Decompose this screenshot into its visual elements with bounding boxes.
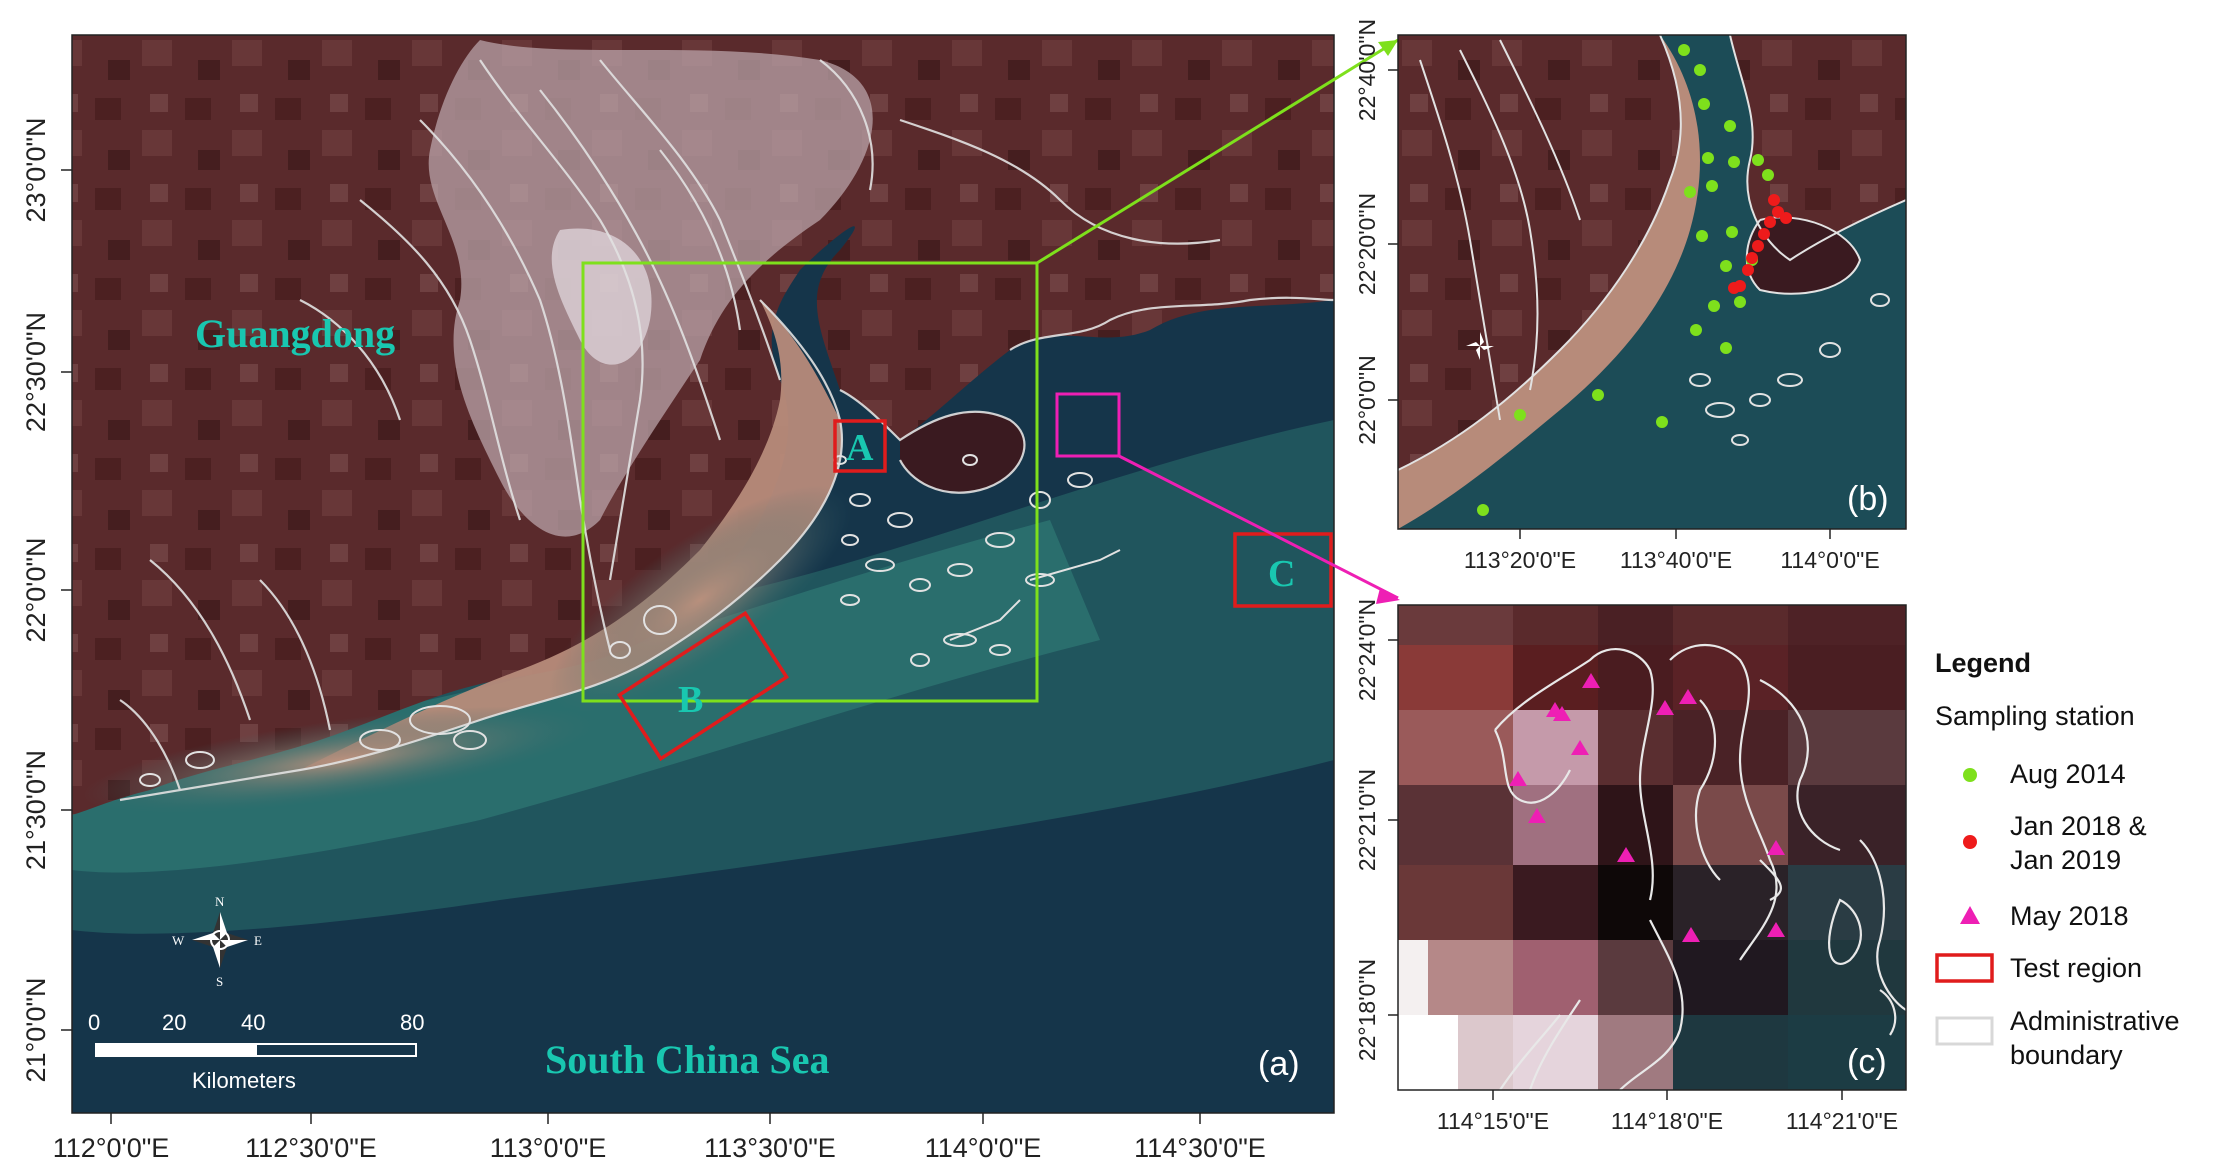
legend-boundary-symbol	[1935, 1016, 1994, 1046]
inset-frame-b	[581, 261, 1039, 703]
panel-a-letter: (a)	[1258, 1045, 1300, 1083]
panel-b-letter: (b)	[1847, 480, 1889, 518]
legend-may-2018-label: May 2018	[2010, 901, 2129, 931]
panel-c-letter: (c)	[1847, 1043, 1887, 1081]
svg-text:20: 20	[162, 1010, 186, 1035]
svg-text:C: C	[1268, 553, 1295, 595]
legend-test-region-symbol	[1935, 953, 1994, 983]
zoom-frame-c	[1055, 392, 1121, 458]
may-2018-stations	[1509, 673, 1785, 942]
guangdong-label: Guangdong	[195, 311, 395, 356]
svg-text:A: A	[846, 427, 874, 469]
svg-text:22°0'0"N: 22°0'0"N	[1354, 355, 1380, 445]
panel-c-x-axis: 114°15'0"E 114°18'0"E 114°21'0"E	[1437, 1090, 1898, 1134]
legend-title: Legend	[1935, 648, 2031, 678]
svg-text:114°21'0"E: 114°21'0"E	[1786, 1108, 1898, 1134]
svg-text:114°0'0"E: 114°0'0"E	[925, 1133, 1042, 1163]
panel-b-compass-icon	[1466, 332, 1494, 360]
svg-text:0: 0	[88, 1010, 100, 1035]
svg-text:113°20'0"E: 113°20'0"E	[1464, 547, 1576, 573]
north-arrow-icon: N S E W	[172, 894, 262, 989]
test-region-c: C	[1233, 532, 1333, 608]
pixel-grid	[1398, 605, 1906, 1090]
connector-line-b	[1036, 38, 1399, 265]
svg-text:21°0'0"N: 21°0'0"N	[21, 977, 51, 1082]
legend-aug-2014-symbol	[1963, 768, 1977, 782]
svg-text:21°30'0"N: 21°30'0"N	[21, 750, 51, 870]
svg-text:113°0'0"E: 113°0'0"E	[490, 1133, 607, 1163]
panel-b-inset-map: (b)	[1398, 35, 1906, 529]
scale-bar: 0 20 40 80 Kilometers	[88, 1010, 424, 1093]
test-region-b: B	[616, 610, 790, 762]
svg-text:80: 80	[400, 1010, 424, 1035]
legend-jan-label-1: Jan 2018 &	[2010, 811, 2147, 841]
svg-text:22°20'0"N: 22°20'0"N	[1354, 193, 1380, 295]
legend-may-2018-symbol	[1960, 906, 1980, 924]
svg-text:W: W	[172, 933, 185, 948]
islands	[139, 454, 1121, 787]
test-region-a: A	[833, 419, 887, 473]
svg-text:22°21'0"N: 22°21'0"N	[1354, 769, 1380, 871]
urban-area	[428, 40, 873, 537]
jan-2018-2019-stations	[1728, 194, 1792, 294]
south-china-sea-label: South China Sea	[545, 1037, 830, 1082]
panel-b-x-axis: 113°20'0"E 113°40'0"E 114°0'0"E	[1464, 529, 1880, 573]
svg-text:114°15'0"E: 114°15'0"E	[1437, 1108, 1549, 1134]
connector-line-c	[1118, 454, 1399, 600]
svg-text:114°30'0"E: 114°30'0"E	[1134, 1133, 1266, 1163]
legend-boundary-label-2: boundary	[2010, 1040, 2123, 1070]
svg-text:Kilometers: Kilometers	[192, 1068, 296, 1093]
svg-text:113°30'0"E: 113°30'0"E	[704, 1133, 836, 1163]
panel-a-x-axis: 112°0'0"E 112°30'0"E 113°0'0"E 113°30'0"…	[53, 1113, 1266, 1163]
svg-text:112°0'0"E: 112°0'0"E	[53, 1133, 170, 1163]
svg-text:22°0'0"N: 22°0'0"N	[21, 537, 51, 642]
svg-text:B: B	[678, 679, 703, 721]
svg-text:114°18'0"E: 114°18'0"E	[1611, 1108, 1723, 1134]
legend: Legend Sampling station Aug 2014 Jan 201…	[1935, 648, 2180, 1070]
svg-text:22°40'0"N: 22°40'0"N	[1354, 19, 1380, 121]
legend-aug-2014-label: Aug 2014	[2010, 759, 2126, 789]
svg-text:22°24'0"N: 22°24'0"N	[1354, 599, 1380, 701]
svg-text:23°0'0"N: 23°0'0"N	[21, 117, 51, 222]
panel-a-main-map: Guangdong South China Sea A B C	[72, 35, 1334, 1113]
svg-text:40: 40	[241, 1010, 265, 1035]
legend-test-region-label: Test region	[2010, 953, 2142, 983]
panel-b-y-axis: 22°40'0"N 22°20'0"N 22°0'0"N	[1354, 19, 1398, 445]
panel-a-y-axis: 23°0'0"N 22°30'0"N 22°0'0"N 21°30'0"N 21…	[21, 117, 72, 1083]
svg-text:S: S	[216, 974, 223, 989]
legend-subtitle: Sampling station	[1935, 701, 2135, 731]
svg-text:E: E	[254, 933, 262, 948]
svg-text:113°40'0"E: 113°40'0"E	[1620, 547, 1732, 573]
svg-text:114°0'0"E: 114°0'0"E	[1780, 547, 1879, 573]
svg-text:N: N	[215, 894, 225, 909]
svg-text:22°30'0"N: 22°30'0"N	[21, 312, 51, 432]
panel-c-zoom-map: (c)	[1398, 605, 1906, 1090]
legend-jan-label-2: Jan 2019	[2010, 845, 2121, 875]
legend-boundary-label-1: Administrative	[2010, 1006, 2180, 1036]
svg-text:22°18'0"N: 22°18'0"N	[1354, 959, 1380, 1061]
panel-c-y-axis: 22°24'0"N 22°21'0"N 22°18'0"N	[1354, 599, 1398, 1061]
legend-jan-symbol	[1963, 835, 1977, 849]
svg-text:112°30'0"E: 112°30'0"E	[245, 1133, 377, 1163]
